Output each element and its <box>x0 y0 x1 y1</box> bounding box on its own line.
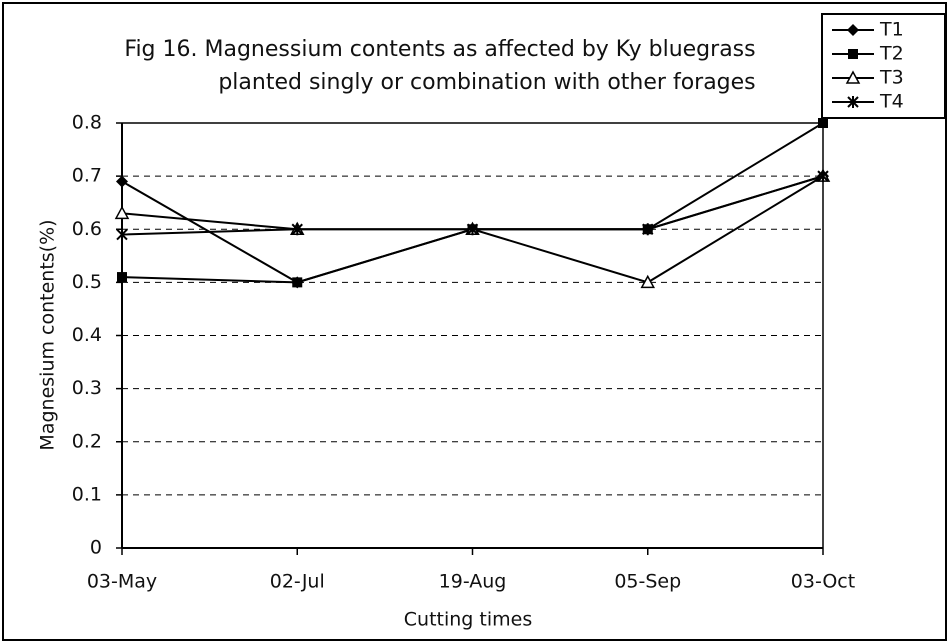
y-axis-title: Magnesium contents(%) <box>37 219 59 450</box>
marker <box>817 170 829 183</box>
y-tick-label: 0.8 <box>72 112 102 134</box>
marker <box>117 272 127 283</box>
line-series <box>121 122 824 284</box>
x-axis-title: Cutting times <box>404 609 532 631</box>
x-tick-label: 03-May <box>87 571 157 593</box>
x-tick-label: 19-Aug <box>439 571 507 593</box>
marker <box>847 96 859 108</box>
marker <box>847 24 859 36</box>
marker <box>116 175 128 188</box>
marker <box>292 277 303 288</box>
y-tick-label: 0.7 <box>72 165 102 187</box>
marker <box>845 70 861 84</box>
y-tick-label: 0 <box>90 537 102 559</box>
x-tick-label: 05-Sep <box>614 571 681 593</box>
marker <box>114 205 130 220</box>
y-tick-label: 0.1 <box>72 483 102 505</box>
y-tick-label: 0.2 <box>72 430 102 452</box>
legend-label: T2 <box>879 43 904 65</box>
marker <box>466 223 479 236</box>
marker <box>116 228 128 241</box>
x-tick-label: 03-Oct <box>791 571 855 593</box>
legend-label: T3 <box>879 67 904 89</box>
marker <box>291 223 303 236</box>
marker <box>848 49 858 59</box>
marker <box>640 274 656 289</box>
legend-box <box>821 13 946 119</box>
marker <box>818 118 828 128</box>
legend-label: T4 <box>879 91 904 113</box>
x-tick-label: 02-Jul <box>270 571 325 593</box>
y-tick-label: 0.4 <box>72 324 102 346</box>
chart-title: Fig 16. Magnessium contents as affected … <box>124 37 755 62</box>
marker <box>642 223 654 236</box>
legend-label: T1 <box>879 19 904 41</box>
chart-title: planted singly or combination with other… <box>218 70 755 95</box>
y-tick-label: 0.3 <box>72 377 102 399</box>
y-tick-label: 0.5 <box>72 271 102 293</box>
y-tick-label: 0.6 <box>72 218 102 240</box>
